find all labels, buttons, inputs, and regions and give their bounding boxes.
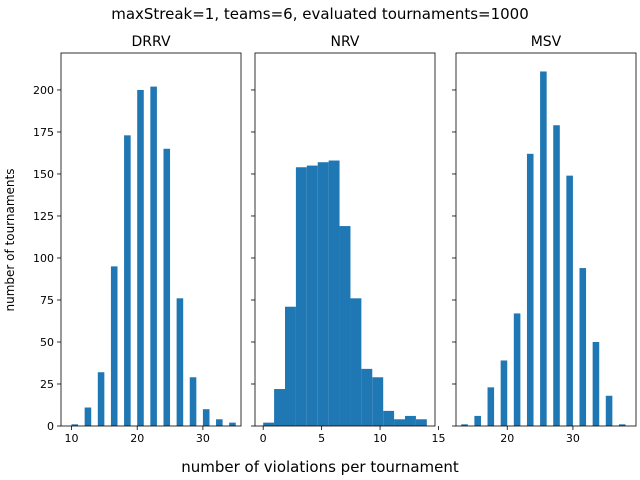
x-tick-label: 5 <box>318 432 325 445</box>
bar <box>361 368 373 426</box>
x-tick-label: 20 <box>130 432 144 445</box>
bar <box>474 415 481 426</box>
y-tick-label: 125 <box>33 210 54 223</box>
x-tick-label: 20 <box>500 432 514 445</box>
bar <box>383 410 395 426</box>
x-tick-label: 30 <box>196 432 210 445</box>
x-tick-label: 10 <box>373 432 387 445</box>
axes-frame <box>254 52 436 427</box>
bar <box>202 409 210 426</box>
y-axis-label: number of tournaments <box>3 169 17 312</box>
axes-frame <box>60 52 242 427</box>
panel-msv: MSV 20 30 <box>452 34 637 445</box>
panel-title: MSV <box>531 34 562 50</box>
panel-title: DRRV <box>131 34 170 50</box>
panel-drrv: DRRV 10 20 30 0 25 50 75 100 125 150 175 200 <box>33 34 242 445</box>
bar <box>285 306 296 426</box>
y-tick-label: 100 <box>33 252 54 265</box>
bar <box>553 125 560 426</box>
bar <box>394 419 405 426</box>
y-tick-label: 50 <box>40 336 54 349</box>
bar <box>110 266 118 426</box>
bar <box>328 160 340 426</box>
bar <box>216 419 223 426</box>
y-tick-label: 75 <box>40 294 54 307</box>
bar <box>71 424 79 426</box>
panel-nrv: NRV 0 5 10 15 <box>251 34 446 445</box>
bar <box>415 419 427 426</box>
y-tick-label: 200 <box>33 84 54 97</box>
figure-suptitle: maxStreak=1, teams=6, evaluated tourname… <box>111 5 529 23</box>
panels-group: DRRV 10 20 30 0 25 50 75 100 125 150 175 200 NRV 0 5 10 1… <box>33 34 637 445</box>
x-tick-label: 15 <box>432 432 446 445</box>
bar <box>405 415 416 426</box>
y-tick-label: 150 <box>33 168 54 181</box>
bar <box>339 226 351 426</box>
bar <box>295 167 307 426</box>
x-tick-label: 30 <box>566 432 580 445</box>
bar <box>579 268 587 426</box>
bar <box>84 407 92 426</box>
bar <box>566 175 573 426</box>
y-tick-label: 175 <box>33 126 54 139</box>
bar <box>263 422 275 426</box>
bar <box>618 424 626 426</box>
bar <box>229 422 236 426</box>
bar <box>274 389 286 426</box>
x-tick-label: 10 <box>65 432 79 445</box>
bar <box>540 71 547 426</box>
axes-frame <box>455 52 637 427</box>
bar <box>592 341 600 426</box>
bar <box>306 165 318 426</box>
bar <box>461 424 468 426</box>
x-axis-label: number of violations per tournament <box>181 458 459 476</box>
bar <box>487 387 495 426</box>
bar <box>137 89 144 427</box>
bar <box>526 153 534 426</box>
bar <box>500 360 508 426</box>
bar <box>176 298 184 426</box>
bar <box>605 395 613 426</box>
bar <box>189 377 197 426</box>
bar <box>150 86 157 426</box>
bar <box>317 162 329 426</box>
panel-title: NRV <box>330 34 359 50</box>
y-tick-label: 25 <box>40 378 54 391</box>
bar <box>97 372 105 426</box>
bar <box>163 148 171 426</box>
bar <box>513 313 521 426</box>
bar <box>350 298 362 426</box>
bar <box>124 135 131 426</box>
bar <box>372 377 384 426</box>
y-tick-label: 0 <box>47 420 54 433</box>
x-tick-label: 0 <box>260 432 267 445</box>
